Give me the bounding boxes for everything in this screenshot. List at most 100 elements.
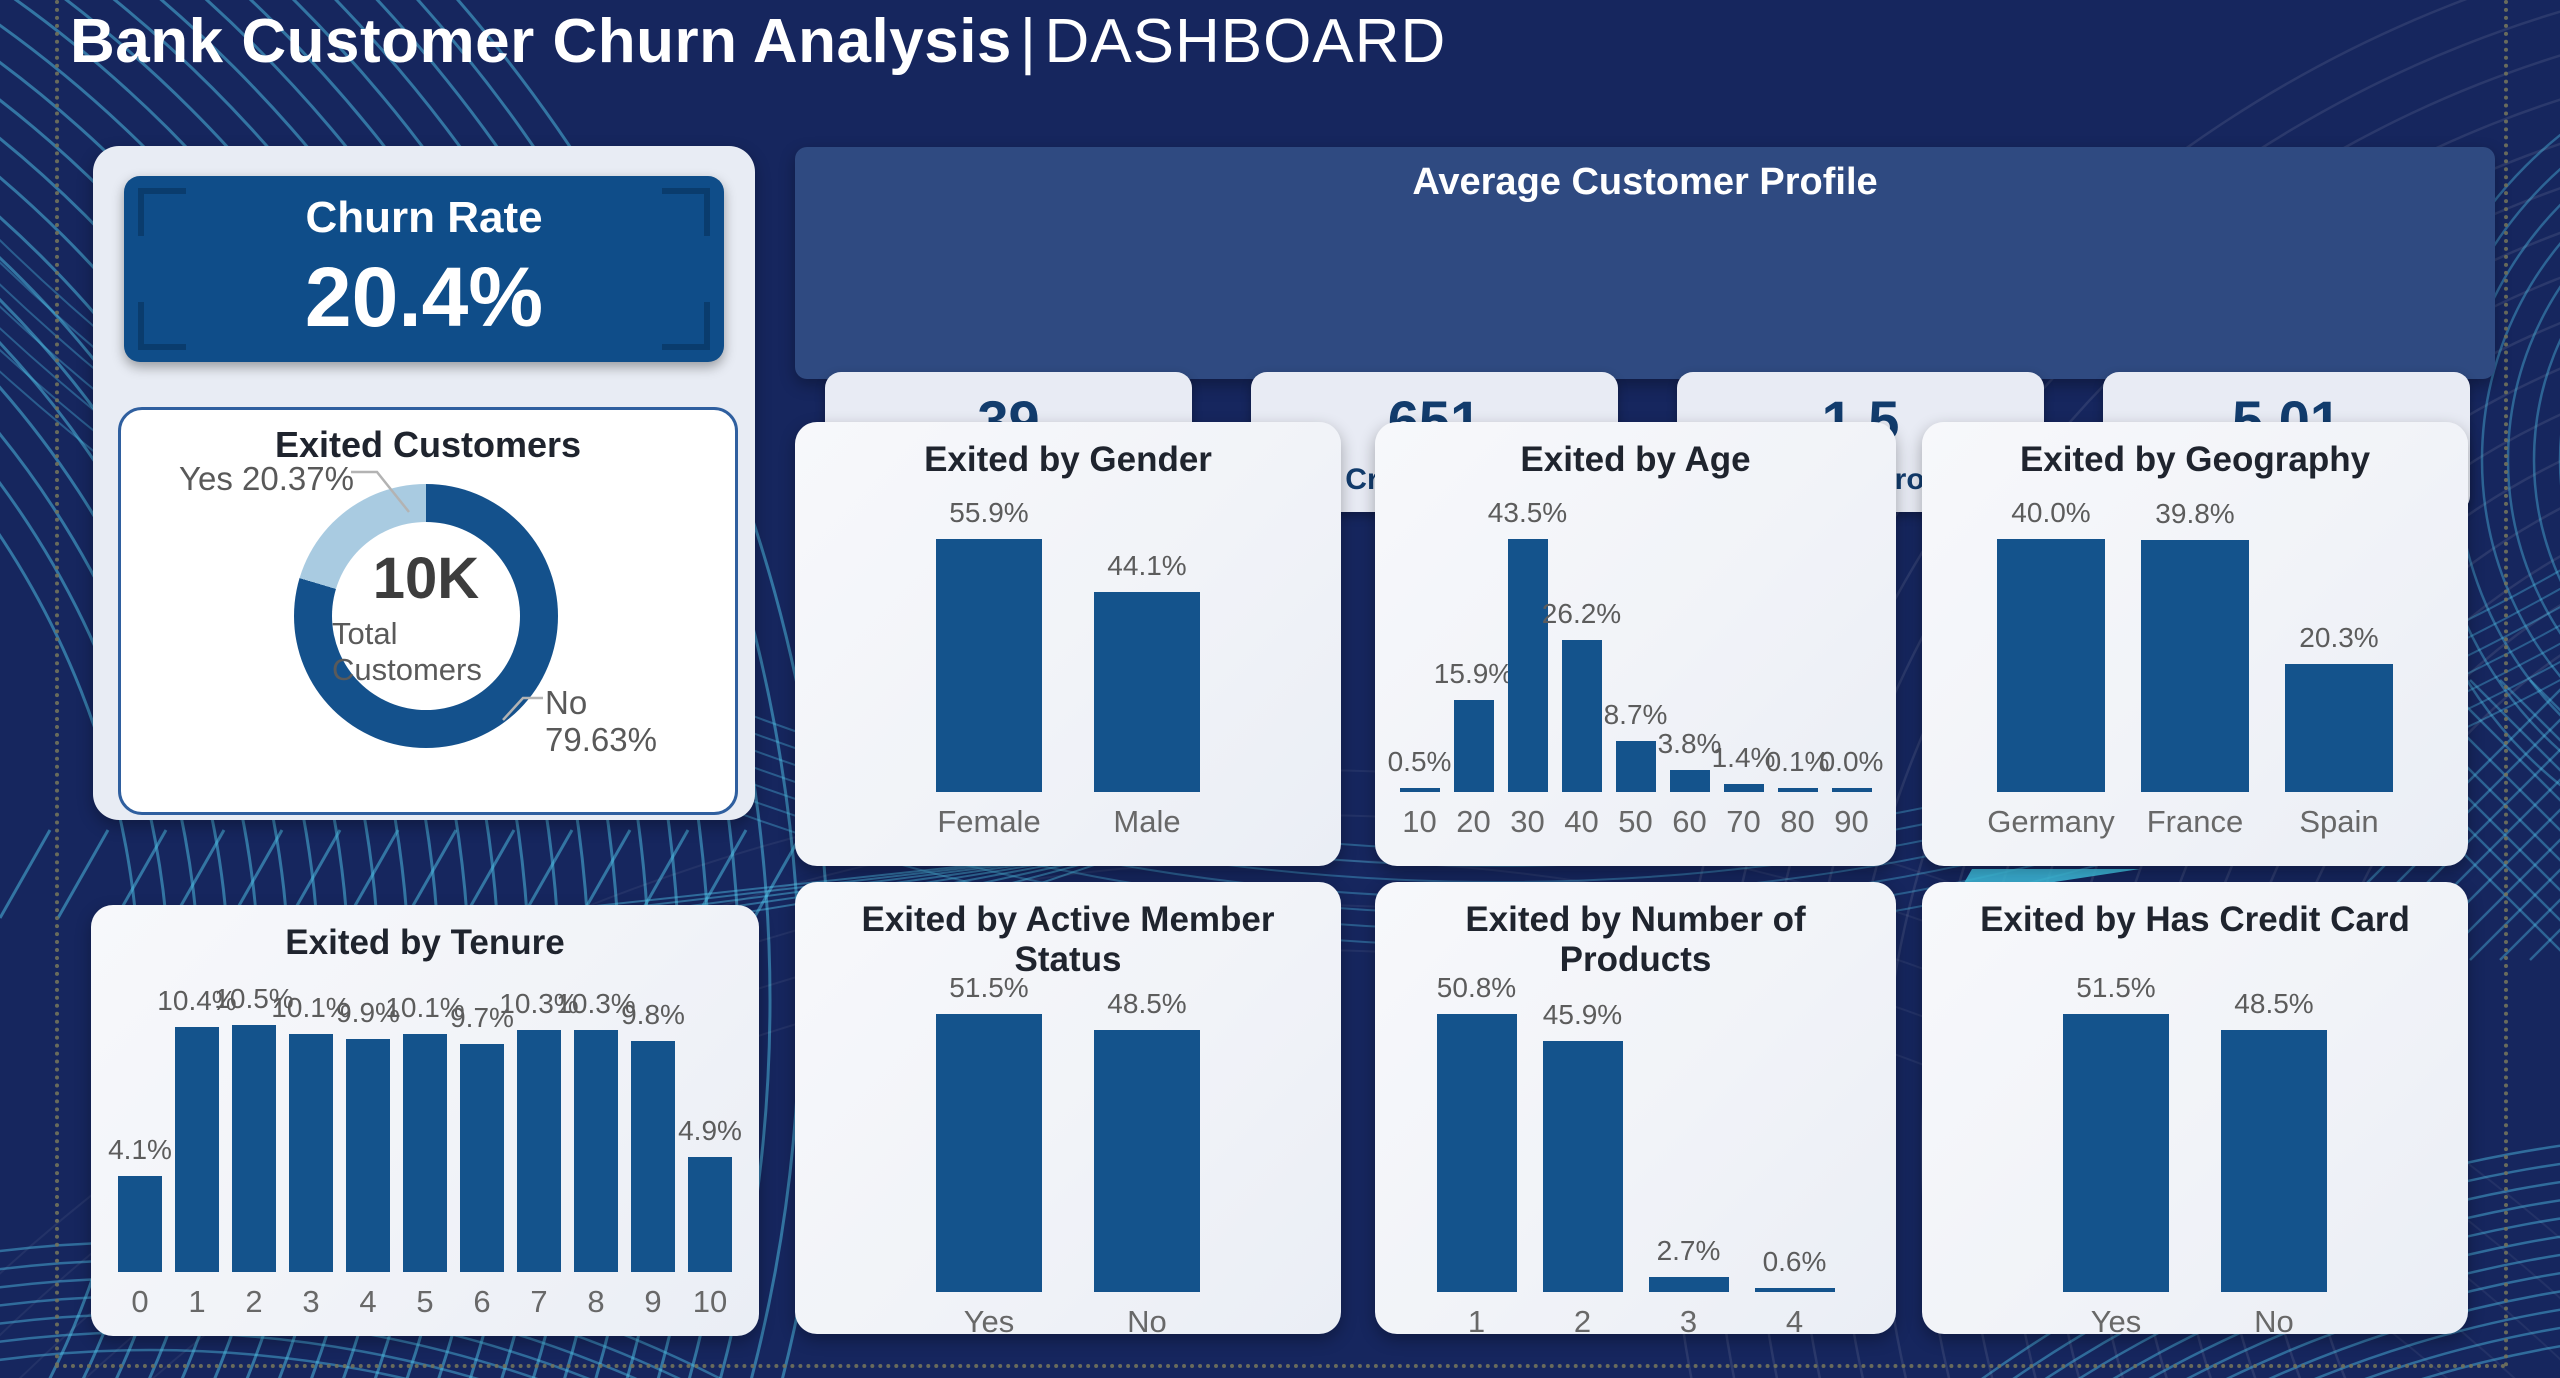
page-title-separator: |	[1019, 7, 1037, 76]
bar-value-label: 8.7%	[1603, 699, 1668, 731]
bar[interactable]	[289, 1034, 333, 1272]
bar-chart-gender: 55.9% Female 44.1% Male	[795, 497, 1341, 839]
bar-category-label: 30	[1510, 804, 1545, 839]
bar[interactable]	[460, 1043, 504, 1272]
churn-rate-label: Churn Rate	[305, 192, 543, 242]
bar-value-label: 50.8%	[1436, 972, 1517, 1003]
bar[interactable]	[1561, 639, 1602, 792]
panel-exited-by-tenure: Exited by Tenure 4.1% 0 10.4% 1 10.5% 2 10.1% 3…	[91, 905, 759, 1336]
bar[interactable]	[1507, 539, 1548, 792]
bar[interactable]	[1094, 592, 1200, 792]
page-title-sub: DASHBOARD	[1044, 7, 1447, 76]
bar-column: 26.2% 40	[1542, 497, 1621, 839]
bar-category-label: Male	[1113, 804, 1181, 839]
profile-title: Average Customer Profile	[1412, 161, 1878, 203]
bar-column: 0.6% 4	[1754, 972, 1835, 1339]
bar-column: 48.5% No	[2221, 972, 2327, 1339]
donut-hole: 10K Total Customers	[332, 522, 520, 710]
bar-column: 9.8% 9	[621, 983, 685, 1319]
bar[interactable]	[1542, 1040, 1623, 1292]
bar[interactable]	[631, 1041, 675, 1272]
bar[interactable]	[2063, 1014, 2169, 1292]
bar[interactable]	[1831, 788, 1872, 792]
bar-chart-geography: 40.0% Germany 39.8% France 20.3% Spain	[1922, 497, 2468, 839]
bar-category-label: 2	[245, 1284, 263, 1319]
bar-column: 45.9% 2	[1542, 972, 1623, 1339]
bar-column: 48.5% No	[1094, 972, 1200, 1339]
bar[interactable]	[1754, 1288, 1835, 1292]
donut-center-value: 10K	[372, 545, 480, 611]
bar-column: 10.3% 8	[556, 983, 635, 1319]
bar[interactable]	[1436, 1014, 1517, 1292]
bar-category-label: No	[2254, 1304, 2294, 1339]
bar[interactable]	[1648, 1277, 1729, 1292]
bar-category-label: 10	[1402, 804, 1437, 839]
bar-chart-active-member: 51.5% Yes 48.5% No	[795, 972, 1341, 1339]
bar[interactable]	[1615, 741, 1656, 792]
bar-column: 2.7% 3	[1648, 972, 1729, 1339]
bar[interactable]	[1453, 699, 1494, 792]
corner-bracket-icon	[662, 302, 710, 350]
page-title-main: Bank Customer Churn Analysis	[70, 7, 1012, 76]
bar-column: 40.0% Germany	[1987, 497, 2114, 839]
bar[interactable]	[175, 1027, 219, 1272]
bar[interactable]	[2285, 663, 2393, 792]
bar[interactable]	[118, 1175, 162, 1272]
bar-column: 10.1% 3	[271, 983, 350, 1319]
bar[interactable]	[2221, 1030, 2327, 1292]
bar-column: 39.8% France	[2141, 497, 2249, 839]
donut-callout-no: No 79.63%	[545, 684, 657, 758]
bar-column: 9.7% 6	[450, 983, 514, 1319]
bar[interactable]	[688, 1156, 732, 1272]
bar[interactable]	[1669, 769, 1710, 792]
bar[interactable]	[936, 539, 1042, 792]
churn-rate-value: 20.4%	[304, 249, 544, 344]
exited-customers-card: Exited Customers 10K Total Customers Yes…	[118, 407, 738, 815]
chart-title: Exited by Active Member Status	[861, 900, 1275, 979]
panel-exited-by-number-of-products: Exited by Number of Products 50.8% 1 45.9%…	[1375, 882, 1896, 1339]
bar-category-label: 10	[692, 1284, 728, 1319]
bar-category-label: 70	[1726, 804, 1761, 839]
bar-category-label: 90	[1834, 804, 1869, 839]
bar[interactable]	[1723, 783, 1764, 792]
bar-value-label: 51.5%	[949, 972, 1029, 1003]
bar-category-label: France	[2146, 804, 2244, 839]
bar[interactable]	[403, 1034, 447, 1272]
bar-column: 0.0% 90	[1820, 497, 1884, 839]
bar-value-label: 26.2%	[1541, 597, 1622, 629]
bar-category-label: 50	[1618, 804, 1653, 839]
bar[interactable]	[517, 1029, 561, 1272]
bar[interactable]	[346, 1039, 390, 1272]
donut-callout-no-label: No	[545, 684, 588, 721]
bar-category-label: Yes	[2090, 1304, 2142, 1339]
bar-value-label: 40.0%	[2011, 497, 2091, 528]
bar-column: 3.8% 60	[1658, 497, 1722, 839]
bar[interactable]	[574, 1029, 618, 1272]
bar[interactable]	[2141, 540, 2249, 792]
bar-category-label: 5	[416, 1284, 434, 1319]
bar-column: 43.5% 30	[1488, 497, 1567, 839]
bar-value-label: 44.1%	[1107, 550, 1187, 582]
bar-column: 1.4% 70	[1712, 497, 1776, 839]
panel-exited-by-age: Exited by Age 0.5% 10 15.9% 20 43.5% 30 26.2% 4…	[1375, 422, 1896, 866]
bar-category-label: Female	[937, 804, 1041, 839]
churn-rate-card[interactable]: Churn Rate 20.4%	[124, 176, 724, 362]
bar-value-label: 48.5%	[1107, 988, 1187, 1020]
bar-chart-products: 50.8% 1 45.9% 2 2.7% 3 0.6% 4	[1375, 972, 1896, 1339]
bar-category-label: 0	[131, 1284, 149, 1319]
bar-value-label: 15.9%	[1433, 657, 1514, 689]
bar-chart-tenure: 4.1% 0 10.4% 1 10.5% 2 10.1% 3 9.9% 4 10.1% 5 9.7% 6 1…	[91, 983, 759, 1319]
bar[interactable]	[1399, 788, 1440, 792]
bar[interactable]	[1997, 539, 2105, 792]
chart-title: Exited by Gender	[924, 440, 1212, 479]
bar[interactable]	[936, 1014, 1042, 1292]
bar[interactable]	[232, 1025, 276, 1272]
panel-exited-by-geography: Exited by Geography 40.0% Germany 39.8% Fra…	[1922, 422, 2468, 866]
bar-column: 10.1% 5	[385, 983, 464, 1319]
bar-column: 9.9% 4	[336, 983, 400, 1319]
chart-title: Exited by Number of Products	[1465, 900, 1806, 979]
bar[interactable]	[1094, 1030, 1200, 1292]
bar-category-label: 20	[1456, 804, 1491, 839]
bar[interactable]	[1777, 788, 1818, 792]
bar-column: 15.9% 20	[1434, 497, 1513, 839]
